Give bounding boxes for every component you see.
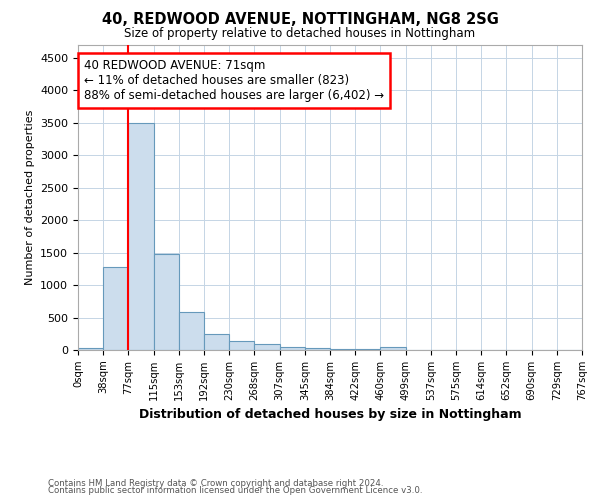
Bar — [103, 267, 128, 350]
Text: 40 REDWOOD AVENUE: 71sqm
← 11% of detached houses are smaller (823)
88% of semi-: 40 REDWOOD AVENUE: 71sqm ← 11% of detach… — [84, 60, 385, 102]
Bar — [280, 347, 305, 350]
Bar — [254, 344, 280, 350]
Text: Contains HM Land Registry data © Crown copyright and database right 2024.: Contains HM Land Registry data © Crown c… — [48, 478, 383, 488]
Text: 40, REDWOOD AVENUE, NOTTINGHAM, NG8 2SG: 40, REDWOOD AVENUE, NOTTINGHAM, NG8 2SG — [101, 12, 499, 28]
Bar — [229, 340, 254, 350]
Bar — [78, 348, 103, 350]
Y-axis label: Number of detached properties: Number of detached properties — [25, 110, 35, 285]
Bar — [154, 254, 179, 350]
Bar — [204, 334, 229, 350]
Text: Size of property relative to detached houses in Nottingham: Size of property relative to detached ho… — [124, 28, 476, 40]
Text: Contains public sector information licensed under the Open Government Licence v3: Contains public sector information licen… — [48, 486, 422, 495]
X-axis label: Distribution of detached houses by size in Nottingham: Distribution of detached houses by size … — [139, 408, 521, 422]
Bar — [380, 347, 406, 350]
Bar — [128, 123, 154, 350]
Bar — [305, 348, 330, 350]
Bar — [179, 312, 204, 350]
Bar — [330, 348, 355, 350]
